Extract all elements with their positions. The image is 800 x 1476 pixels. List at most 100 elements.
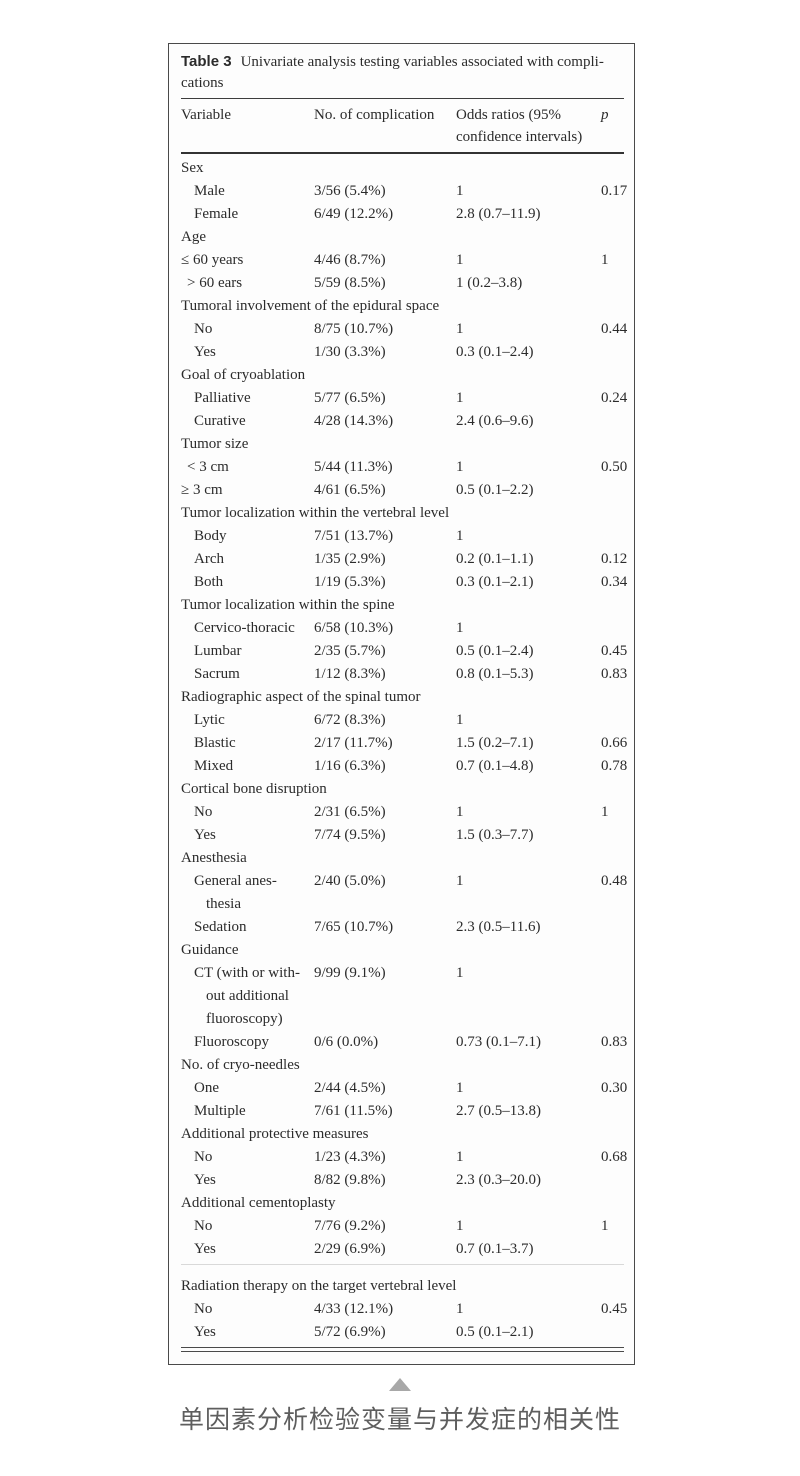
p-value-cell: 0.12 xyxy=(601,551,628,567)
table-row: > 60 ears 5/59 (8.5%) 1 (0.2–3.8) xyxy=(181,272,624,295)
complication-cell: 2/31 (6.5%) xyxy=(314,804,386,820)
table-row: Cervico-thoracic 6/58 (10.3%) 1 xyxy=(181,617,624,640)
variable-cell: Lytic xyxy=(194,712,225,728)
table-title: Table 3 Univariate analysis testing varia… xyxy=(181,51,624,94)
variable-cell: ≤ 60 years xyxy=(181,252,244,268)
group-label: No. of cryo-needles xyxy=(181,1057,300,1073)
table-row: Palliative 5/77 (6.5%) 1 0.24 xyxy=(181,387,627,410)
table-group-row: Sex xyxy=(181,157,624,180)
complication-cell: 5/59 (8.5%) xyxy=(314,275,386,291)
complication-cell: 3/56 (5.4%) xyxy=(314,183,386,199)
odds-ratio-cell: 1 xyxy=(456,183,464,199)
variable-cell: Multiple xyxy=(194,1103,246,1119)
odds-ratio-cell: 1 xyxy=(456,1301,464,1317)
odds-ratio-cell: 2.4 (0.6–9.6) xyxy=(456,413,534,429)
variable-cell: Body xyxy=(194,528,227,544)
p-value-cell: 0.83 xyxy=(601,666,628,682)
complication-cell: 2/44 (4.5%) xyxy=(314,1080,386,1096)
variable-cell: Mixed xyxy=(194,758,234,774)
group-label: Cortical bone disruption xyxy=(181,781,327,797)
table-group-row: Additional protective measures xyxy=(181,1123,624,1146)
table-row: Yes 5/72 (6.9%) 0.5 (0.1–2.1) xyxy=(181,1321,624,1344)
odds-ratio-cell: 1 xyxy=(456,321,464,337)
complication-cell: 4/33 (12.1%) xyxy=(314,1301,394,1317)
odds-ratio-cell: 1 xyxy=(456,712,464,728)
variable-cell: Sedation xyxy=(194,919,247,935)
odds-ratio-cell: 0.5 (0.1–2.2) xyxy=(456,482,534,498)
complication-cell: 7/61 (11.5%) xyxy=(314,1103,393,1119)
variable-cell: Yes xyxy=(194,1324,216,1340)
table-number-label: Table 3 xyxy=(181,53,232,70)
table-column-headers: Variable No. of complication Odds ratios… xyxy=(181,99,624,152)
odds-ratio-cell: 1 xyxy=(456,390,464,406)
complication-cell: 6/49 (12.2%) xyxy=(314,206,394,222)
complication-cell: 7/65 (10.7%) xyxy=(314,919,394,935)
p-value-cell: 0.44 xyxy=(601,321,628,337)
table-row: Female 6/49 (12.2%) 2.8 (0.7–11.9) xyxy=(181,203,624,226)
odds-ratio-cell: 1 xyxy=(456,1149,464,1165)
variable-cell: Yes xyxy=(194,1241,216,1257)
odds-ratio-cell: 1 xyxy=(456,965,464,981)
column-header-variable: Variable xyxy=(181,107,231,123)
table-group-row: Tumor size xyxy=(181,433,624,456)
table-row: Sacrum 1/12 (8.3%) 0.8 (0.1–5.3) 0.83 xyxy=(181,663,628,686)
complication-cell: 2/29 (6.9%) xyxy=(314,1241,386,1257)
up-triangle-icon[interactable] xyxy=(389,1378,411,1391)
complication-cell: 0/6 (0.0%) xyxy=(314,1034,379,1050)
group-label: Tumoral involvement of the epidural spac… xyxy=(181,298,440,314)
p-value-cell: 1 xyxy=(601,804,609,820)
variable-cell: Cervico-thoracic xyxy=(194,620,295,636)
variable-cell: Fluoroscopy xyxy=(194,1034,269,1050)
complication-cell: 7/76 (9.2%) xyxy=(314,1218,386,1234)
variable-cell: One xyxy=(194,1080,219,1096)
table-row: Arch 1/35 (2.9%) 0.2 (0.1–1.1) 0.12 xyxy=(181,548,628,571)
variable-cell: Yes xyxy=(194,827,216,843)
group-label: Additional cementoplasty xyxy=(181,1195,336,1211)
table-group-row: Age xyxy=(181,226,624,249)
p-value-cell: 0.50 xyxy=(601,459,628,475)
table-row: Yes 2/29 (6.9%) 0.7 (0.1–3.7) xyxy=(181,1238,624,1261)
odds-ratio-cell: 1 xyxy=(456,1218,464,1234)
table-row: Blastic 2/17 (11.7%) 1.5 (0.2–7.1) 0.66 xyxy=(181,732,628,755)
variable-cell: Curative xyxy=(194,413,246,429)
variable-cell: < 3 cm xyxy=(187,459,229,475)
group-label: Tumor size xyxy=(181,436,249,452)
table-row: ≤ 60 years 4/46 (8.7%) 1 1 xyxy=(181,249,624,272)
p-value-cell: 0.78 xyxy=(601,758,628,774)
variable-cell: No xyxy=(194,804,213,820)
table-row: Yes 1/30 (3.3%) 0.3 (0.1–2.4) xyxy=(181,341,624,364)
p-value-cell: 0.34 xyxy=(601,574,628,590)
p-value-cell: 0.45 xyxy=(601,643,628,659)
p-value-cell: 1 xyxy=(601,252,609,268)
complication-cell: 2/35 (5.7%) xyxy=(314,643,386,659)
table-bottom-rule xyxy=(181,1347,624,1352)
complication-cell: 4/28 (14.3%) xyxy=(314,413,394,429)
p-value-cell: 0.48 xyxy=(601,873,628,889)
table-row: No 7/76 (9.2%) 1 1 xyxy=(181,1215,624,1238)
odds-ratio-cell: 1.5 (0.3–7.7) xyxy=(456,827,534,843)
group-label: Tumor localization within the vertebral … xyxy=(181,505,450,521)
variable-cell: Yes xyxy=(194,1172,216,1188)
column-header-p: p xyxy=(601,107,609,123)
table-row: CT (with or with- out additional fluoros… xyxy=(181,962,624,1031)
odds-ratio-cell: 1 xyxy=(456,459,464,475)
complication-cell: 8/82 (9.8%) xyxy=(314,1172,386,1188)
table-group-row: No. of cryo-needles xyxy=(181,1054,624,1077)
column-header-odds: Odds ratios (95% confidence intervals) xyxy=(456,107,583,145)
variable-cell: No xyxy=(194,1301,213,1317)
odds-ratio-cell: 0.3 (0.1–2.4) xyxy=(456,344,534,360)
table-row: Fluoroscopy 0/6 (0.0%) 0.73 (0.1–7.1) 0.83 xyxy=(181,1031,627,1054)
odds-ratio-cell: 0.2 (0.1–1.1) xyxy=(456,551,534,567)
table-row: No 2/31 (6.5%) 1 1 xyxy=(181,801,624,824)
table-group-row: Radiographic aspect of the spinal tumor xyxy=(181,686,624,709)
odds-ratio-cell: 2.3 (0.5–11.6) xyxy=(456,919,541,935)
footer: 单因素分析检验变量与并发症的相关性 xyxy=(0,1378,800,1436)
p-value-cell: 0.66 xyxy=(601,735,628,751)
table-row: Multiple 7/61 (11.5%) 2.7 (0.5–13.8) xyxy=(181,1100,624,1123)
table-caption-text: Univariate analysis testing variables as… xyxy=(181,54,604,91)
complication-cell: 1/30 (3.3%) xyxy=(314,344,386,360)
odds-ratio-cell: 0.3 (0.1–2.1) xyxy=(456,574,534,590)
table-group-row: Tumoral involvement of the epidural spac… xyxy=(181,295,624,318)
variable-cell: > 60 ears xyxy=(187,275,243,291)
group-label: Age xyxy=(181,229,206,245)
